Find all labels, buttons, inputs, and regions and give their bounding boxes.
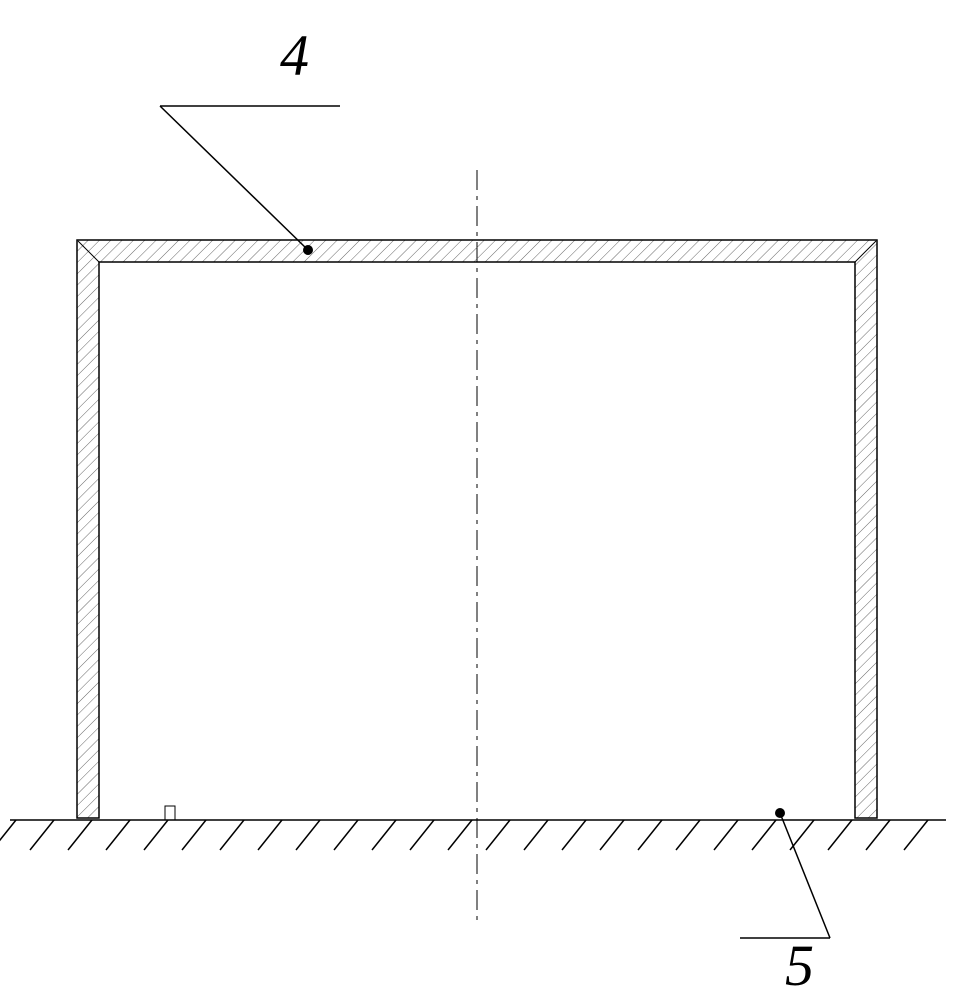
leader-5 — [740, 808, 830, 938]
label-4: 4 — [280, 23, 309, 88]
small-marker-rect — [165, 806, 175, 820]
label-5: 5 — [785, 933, 814, 998]
technical-diagram: 4 5 — [0, 0, 956, 1000]
leader-4 — [160, 106, 340, 255]
